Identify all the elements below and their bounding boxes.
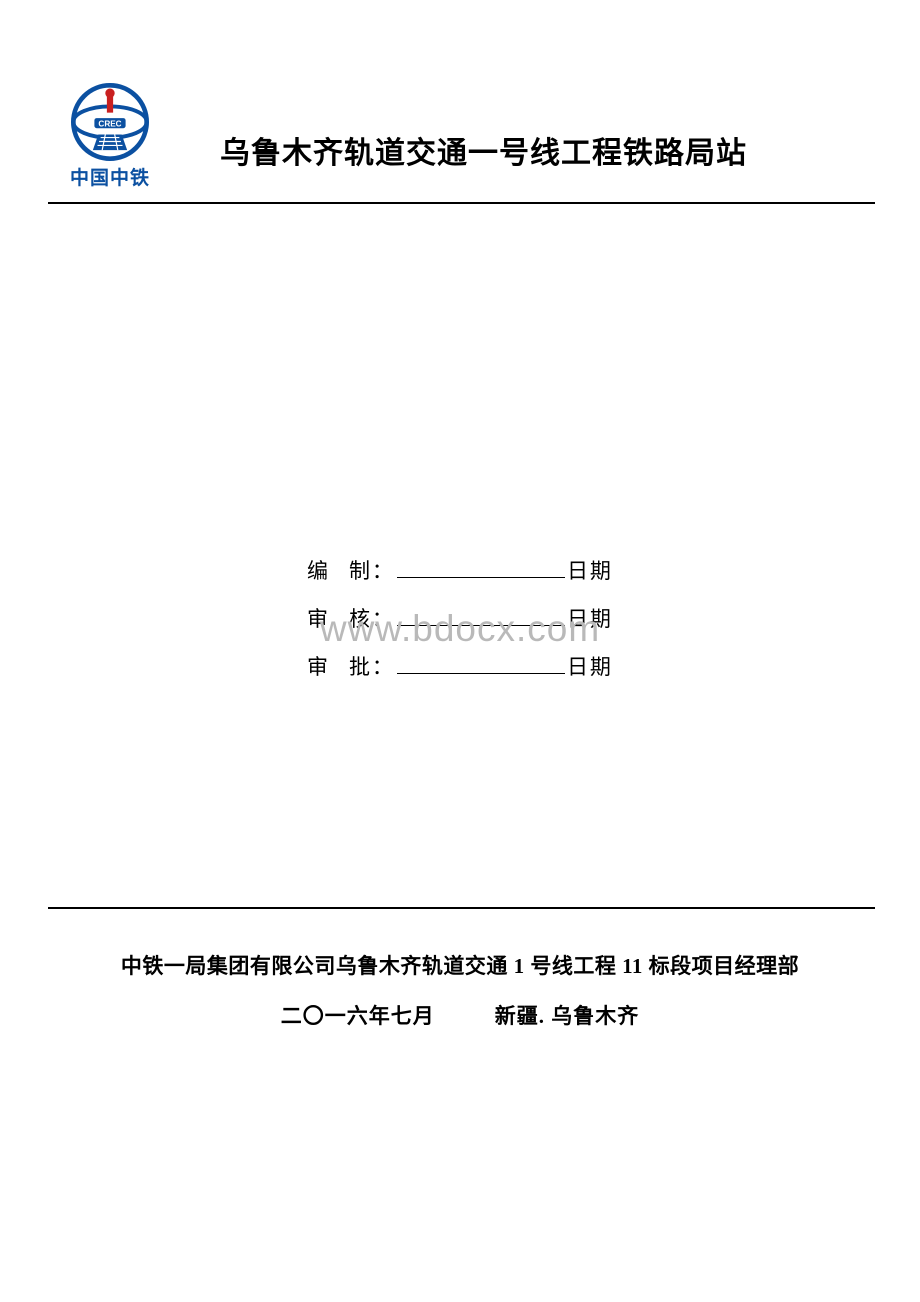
form-label: 审核： xyxy=(307,603,395,633)
header: CREC 中国中铁 乌鲁木齐轨道交通一号线工程铁路局站 xyxy=(60,90,875,190)
date-label: 日期 xyxy=(567,555,613,585)
header-divider xyxy=(48,202,875,204)
footer-divider xyxy=(48,907,875,909)
signature-line xyxy=(397,557,565,578)
form-row-review: 审核： 日期 xyxy=(307,603,613,633)
svg-text:CREC: CREC xyxy=(98,119,121,128)
form-label: 编制： xyxy=(307,555,395,585)
signature-line xyxy=(397,653,565,674)
footer: 中铁一局集团有限公司乌鲁木齐轨道交通 1 号线工程 11 标段项目经理部 二〇一… xyxy=(0,950,920,1030)
company-logo: CREC 中国中铁 xyxy=(60,83,160,190)
date-label: 日期 xyxy=(567,603,613,633)
signature-form: 编制： 日期 审核： 日期 审批： 日期 xyxy=(0,555,920,699)
footer-org: 中铁一局集团有限公司乌鲁木齐轨道交通 1 号线工程 11 标段项目经理部 xyxy=(0,950,920,980)
footer-date-place: 二〇一六年七月新疆. 乌鲁木齐 xyxy=(0,1000,920,1030)
form-label: 审批： xyxy=(307,651,395,681)
date-label: 日期 xyxy=(567,651,613,681)
signature-line xyxy=(397,605,565,626)
logo-caption: 中国中铁 xyxy=(70,163,150,190)
form-row-compile: 编制： 日期 xyxy=(307,555,613,585)
crec-logo-icon: CREC xyxy=(71,83,149,161)
form-row-approve: 审批： 日期 xyxy=(307,651,613,681)
page-title: 乌鲁木齐轨道交通一号线工程铁路局站 xyxy=(220,128,747,190)
